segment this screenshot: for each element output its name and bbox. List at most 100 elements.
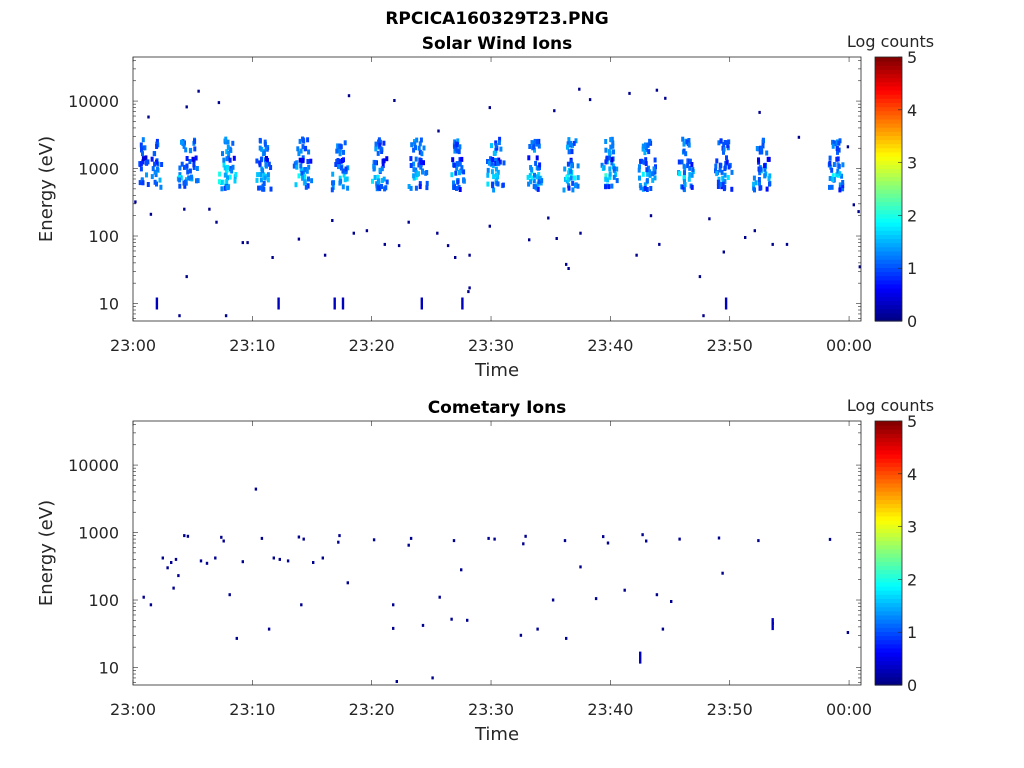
colorbar-label: Log counts (847, 32, 934, 51)
burst-cell (491, 157, 495, 162)
burst-cell (342, 172, 346, 178)
colorbar-segment (875, 226, 902, 231)
burst-group (567, 138, 580, 191)
colorbar-tick-label: 3 (907, 154, 917, 173)
burst-cell (332, 180, 336, 186)
burst-cell (309, 158, 313, 164)
burst-cell (495, 160, 499, 166)
burst-cell (452, 185, 456, 190)
data-point (452, 539, 456, 543)
burst-cell (378, 139, 382, 145)
burst-cell (373, 175, 377, 180)
burst-group (637, 142, 653, 192)
burst-cell (456, 179, 460, 185)
burst-cell (377, 139, 381, 145)
data-point (271, 256, 274, 259)
burst-cell (261, 183, 265, 189)
colorbar-segment (875, 90, 902, 95)
burst-cell (380, 149, 384, 154)
data-point (717, 536, 721, 540)
data-point (199, 559, 203, 563)
burst-cell (458, 161, 462, 167)
burst-cell (232, 155, 236, 161)
data-layer (134, 87, 861, 318)
data-point (846, 631, 850, 634)
burst-cell (192, 165, 196, 170)
burst-cell (536, 165, 540, 171)
data-point (241, 560, 244, 564)
burst-cell (258, 137, 262, 143)
data-point (183, 534, 186, 538)
burst-cell (576, 183, 580, 189)
data-point (606, 541, 610, 545)
burst-cell (638, 164, 641, 170)
burst-cell (536, 174, 539, 180)
burst-cell (452, 180, 455, 186)
burst-cell (189, 147, 193, 153)
burst-cell (299, 163, 303, 169)
burst-cell (494, 166, 498, 172)
burst-cell (180, 161, 184, 167)
burst-cell (310, 178, 314, 184)
burst-cell (451, 157, 455, 163)
burst-cell (684, 151, 688, 157)
burst-cell (716, 179, 720, 185)
burst-cell (218, 179, 221, 185)
data-point (698, 275, 702, 279)
burst-cell (838, 187, 842, 193)
data-point (460, 568, 463, 572)
burst-cell (715, 171, 719, 177)
burst-cell (146, 182, 150, 187)
colorbar-tick-label: 5 (907, 412, 917, 431)
data-point (797, 135, 801, 139)
burst-cell (269, 186, 273, 192)
colorbar-segment (875, 172, 902, 178)
burst-cell (337, 164, 341, 170)
burst-cell (146, 159, 150, 165)
burst-cell (528, 144, 532, 149)
burst-cell (836, 156, 840, 162)
burst-cell (566, 144, 569, 150)
burst-cell (342, 157, 345, 163)
burst-cell (571, 180, 575, 186)
data-point (397, 244, 401, 248)
burst-cell (419, 164, 423, 170)
burst-cell (306, 137, 310, 143)
burst-cell (262, 181, 266, 186)
colorbar-segment (875, 643, 902, 649)
colorbar-segment (875, 495, 902, 500)
burst-cell (641, 146, 645, 152)
burst-group (830, 138, 845, 193)
burst-cell (639, 185, 643, 191)
colorbar-segment (875, 259, 902, 264)
burst-group (298, 137, 314, 190)
burst-cell (502, 160, 506, 166)
y-tick-label: 100 (88, 227, 119, 246)
burst-cell (414, 145, 417, 151)
burst-group (336, 140, 350, 191)
burst-group (185, 137, 200, 184)
burst-cell (642, 159, 646, 165)
data-point (468, 253, 471, 257)
burst-cell (567, 137, 571, 143)
y-axis-label: Energy (eV) (36, 500, 57, 606)
burst-cell (183, 140, 186, 146)
burst-group (138, 137, 150, 187)
burst-cell (486, 167, 490, 173)
data-point (365, 229, 369, 233)
burst-cell (494, 143, 498, 149)
burst-cell (258, 160, 262, 166)
data-point (488, 224, 491, 228)
burst-cell (715, 158, 719, 164)
burst-cell (455, 186, 458, 191)
data-point (272, 556, 275, 560)
data-point (246, 241, 249, 245)
burst-cell (339, 165, 343, 171)
data-point (493, 537, 496, 541)
burst-cell (652, 166, 656, 172)
burst-cell (303, 179, 307, 185)
burst-cell (757, 166, 761, 172)
burst-cell (330, 187, 334, 193)
burst-group (719, 139, 734, 192)
data-point (166, 566, 169, 570)
